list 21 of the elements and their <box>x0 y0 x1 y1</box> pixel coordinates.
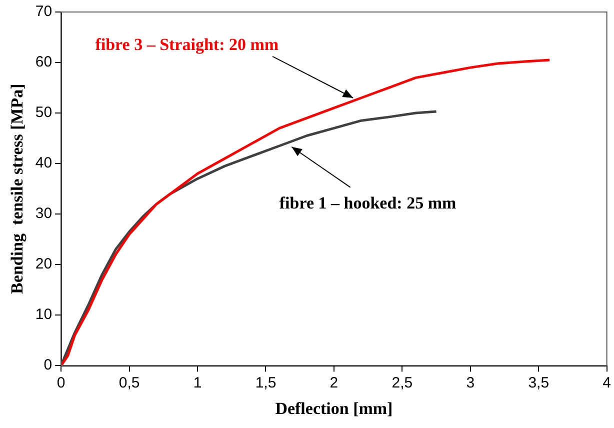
x-tick-label: 1,5 <box>255 374 276 392</box>
x-tick-label: 2,5 <box>392 374 413 392</box>
y-tick-label: 40 <box>35 154 52 172</box>
y-tick-label: 0 <box>44 356 52 374</box>
x-tick-label: 4 <box>602 374 611 392</box>
y-tick-label: 60 <box>35 54 52 71</box>
text: fibre 3 – Straight: 20 mm <box>95 35 279 54</box>
x-tick-label: 3,5 <box>528 374 550 392</box>
y-tick-label: 30 <box>35 205 52 222</box>
y-tick-label: 20 <box>35 256 52 273</box>
x-tick-label: 3 <box>466 374 475 392</box>
y-tick-label: 70 <box>35 3 52 20</box>
x-tick-label: 2 <box>330 374 338 392</box>
x-tick-label: 0,5 <box>118 374 140 392</box>
y-tick-label: 50 <box>35 104 52 122</box>
y-tick-label: 10 <box>35 306 52 324</box>
text: fibre 1 – hooked: 25 mm <box>279 193 456 212</box>
x-tick-label: 0 <box>56 374 66 392</box>
x-axis-title: Deflection [mm] <box>275 399 393 418</box>
x-tick-label: 1 <box>193 374 202 392</box>
y-axis-title: Bending tensile stress [MPa] <box>8 84 27 294</box>
